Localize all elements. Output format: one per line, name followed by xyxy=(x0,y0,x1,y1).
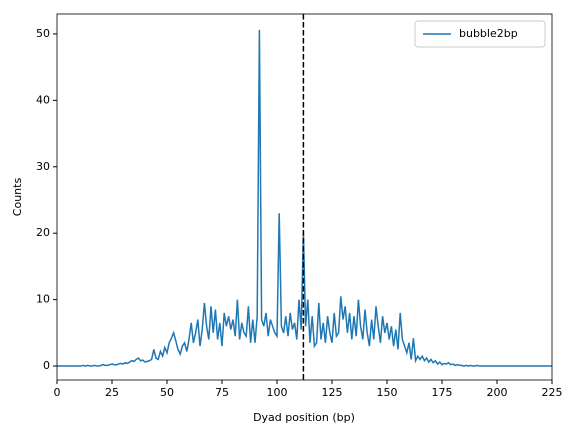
x-tick-label: 100 xyxy=(267,386,288,399)
y-axis-label: Counts xyxy=(11,178,24,217)
plot-frame xyxy=(56,13,553,381)
y-tick-label: 0 xyxy=(43,359,50,372)
x-tick-label: 125 xyxy=(322,386,343,399)
x-tick-label: 175 xyxy=(432,386,453,399)
y-tick-label: 20 xyxy=(36,226,50,239)
line-series xyxy=(57,29,552,367)
y-tick-label: 30 xyxy=(36,160,50,173)
y-tick-label: 10 xyxy=(36,293,50,306)
x-tick-label: 150 xyxy=(377,386,398,399)
legend-box xyxy=(414,20,546,48)
legend-label: bubble2bp xyxy=(459,27,518,40)
y-tick-label: 50 xyxy=(36,27,50,40)
x-axis-label: Dyad position (bp) xyxy=(253,411,355,424)
x-tick-label: 225 xyxy=(542,386,563,399)
x-tick-label: 75 xyxy=(215,386,229,399)
x-tick-label: 25 xyxy=(105,386,119,399)
x-tick-label: 0 xyxy=(54,386,61,399)
x-tick-label: 50 xyxy=(160,386,174,399)
y-tick-label: 40 xyxy=(36,93,50,106)
x-tick-label: 200 xyxy=(487,386,508,399)
